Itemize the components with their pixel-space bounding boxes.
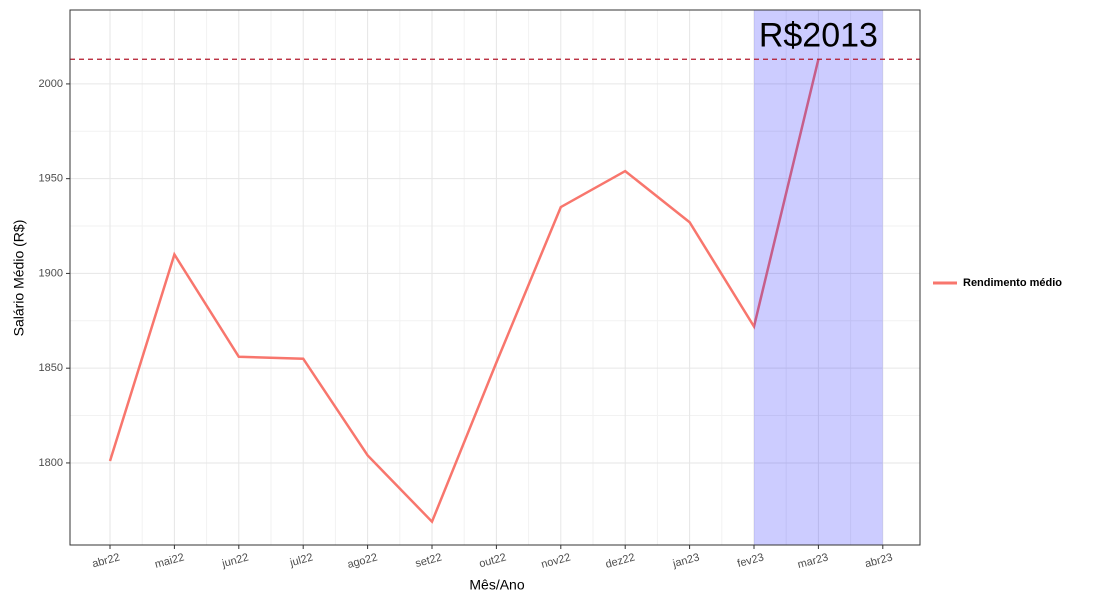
y-tick-label: 2000 xyxy=(39,78,63,90)
y-axis-title: Salário Médio (R$) xyxy=(11,220,27,337)
panel-border xyxy=(69,9,921,546)
legend-label: Rendimento médio xyxy=(963,277,1062,289)
highlight-region xyxy=(754,10,883,545)
y-tick-label: 1900 xyxy=(39,267,63,279)
y-tick-label: 1800 xyxy=(39,457,63,469)
line xyxy=(108,58,820,524)
y-tick-label: 1950 xyxy=(39,173,63,185)
reference-label: R$2013 xyxy=(759,16,878,54)
x-axis-title: Mês/Ano xyxy=(469,577,524,593)
y-tick-label: 1850 xyxy=(39,362,63,374)
